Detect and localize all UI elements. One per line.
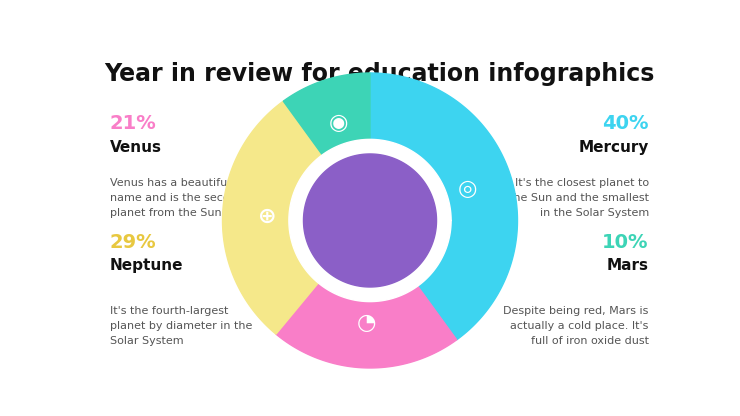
- Text: Year in review for education infographics: Year in review for education infographic…: [104, 62, 654, 86]
- Polygon shape: [276, 283, 457, 368]
- Text: ◎: ◎: [458, 179, 477, 199]
- Text: It's the fourth-largest
planet by diameter in the
Solar System: It's the fourth-largest planet by diamet…: [110, 306, 252, 346]
- Text: It's the closest planet to
the Sun and the smallest
in the Solar System: It's the closest planet to the Sun and t…: [509, 178, 649, 218]
- Text: Despite being red, Mars is
actually a cold place. It's
full of iron oxide dust: Despite being red, Mars is actually a co…: [503, 306, 649, 346]
- Text: Mercury: Mercury: [579, 140, 649, 155]
- Text: 29%: 29%: [110, 233, 156, 252]
- Text: ◔: ◔: [357, 313, 377, 333]
- Text: ◉: ◉: [329, 113, 348, 133]
- Text: Neptune: Neptune: [110, 258, 184, 273]
- Polygon shape: [223, 101, 323, 334]
- Text: 21%: 21%: [110, 114, 156, 133]
- Polygon shape: [283, 73, 370, 155]
- Text: 40%: 40%: [602, 114, 649, 133]
- Text: Venus has a beautiful
name and is the second
planet from the Sun: Venus has a beautiful name and is the se…: [110, 178, 243, 218]
- Text: Mars: Mars: [607, 258, 649, 273]
- Text: 10%: 10%: [602, 233, 649, 252]
- Text: ⊕: ⊕: [258, 207, 277, 227]
- Polygon shape: [303, 154, 437, 287]
- Text: Venus: Venus: [110, 140, 162, 155]
- Polygon shape: [370, 73, 517, 340]
- Polygon shape: [289, 139, 451, 302]
